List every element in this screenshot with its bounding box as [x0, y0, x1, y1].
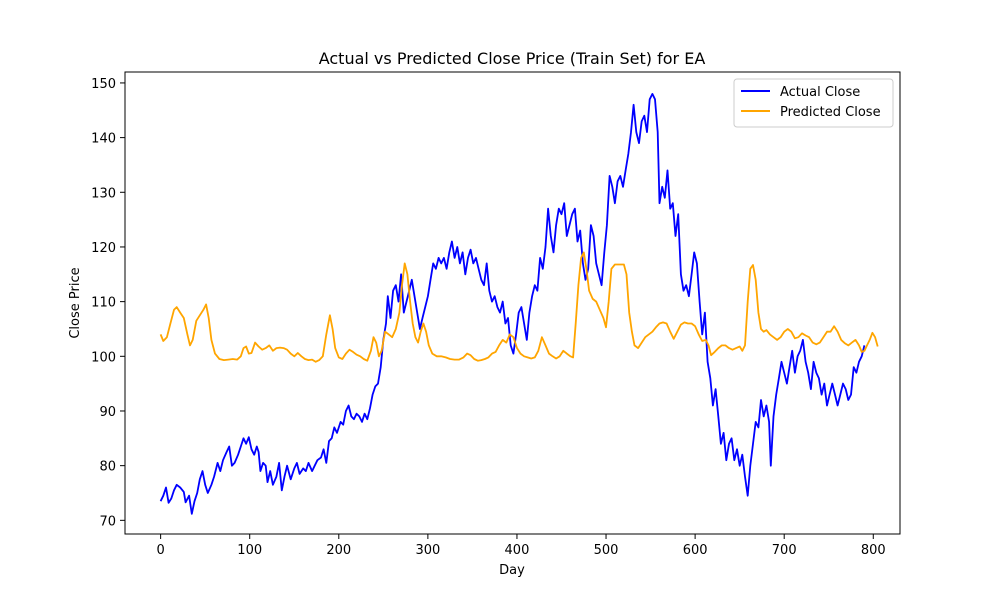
series-line-predicted-close [159, 251, 879, 363]
x-tick-label: 500 [594, 543, 619, 558]
x-tick-label: 800 [861, 543, 886, 558]
y-tick-label: 100 [91, 350, 116, 365]
plot-frame [124, 71, 901, 535]
y-tick-label: 110 [91, 296, 116, 311]
y-tick-label: 80 [99, 460, 116, 475]
x-tick-label: 700 [772, 543, 797, 558]
y-tick-label: 140 [91, 132, 116, 147]
x-tick-label: 200 [326, 543, 351, 558]
y-tick-label: 70 [99, 514, 116, 529]
x-tick-label: 400 [505, 543, 530, 558]
legend: Actual Close Predicted Close [733, 78, 894, 128]
y-tick-label: 130 [91, 186, 116, 201]
chart-title: Actual vs Predicted Close Price (Train S… [319, 49, 706, 68]
legend-label-actual-close: Actual Close [780, 85, 860, 100]
axes-layer: 0 100 200 300 400 500 600 700 800 70 80 90 100 110 120… [91, 77, 886, 558]
plot-area [125, 72, 900, 534]
y-tick-label: 120 [91, 241, 116, 256]
y-axis-label: Close Price [68, 267, 83, 338]
x-tick-label: 100 [237, 543, 262, 558]
series-layer [159, 93, 879, 515]
x-tick-label: 0 [156, 543, 164, 558]
x-axis-label: Day [499, 563, 525, 578]
series-line-actual-close [159, 93, 866, 515]
x-tick-label: 300 [415, 543, 440, 558]
x-tick-label: 600 [683, 543, 708, 558]
legend-box [733, 78, 894, 128]
y-tick-label: 150 [91, 77, 116, 92]
y-tick-label: 90 [99, 405, 116, 420]
legend-label-predicted-close: Predicted Close [780, 105, 881, 120]
